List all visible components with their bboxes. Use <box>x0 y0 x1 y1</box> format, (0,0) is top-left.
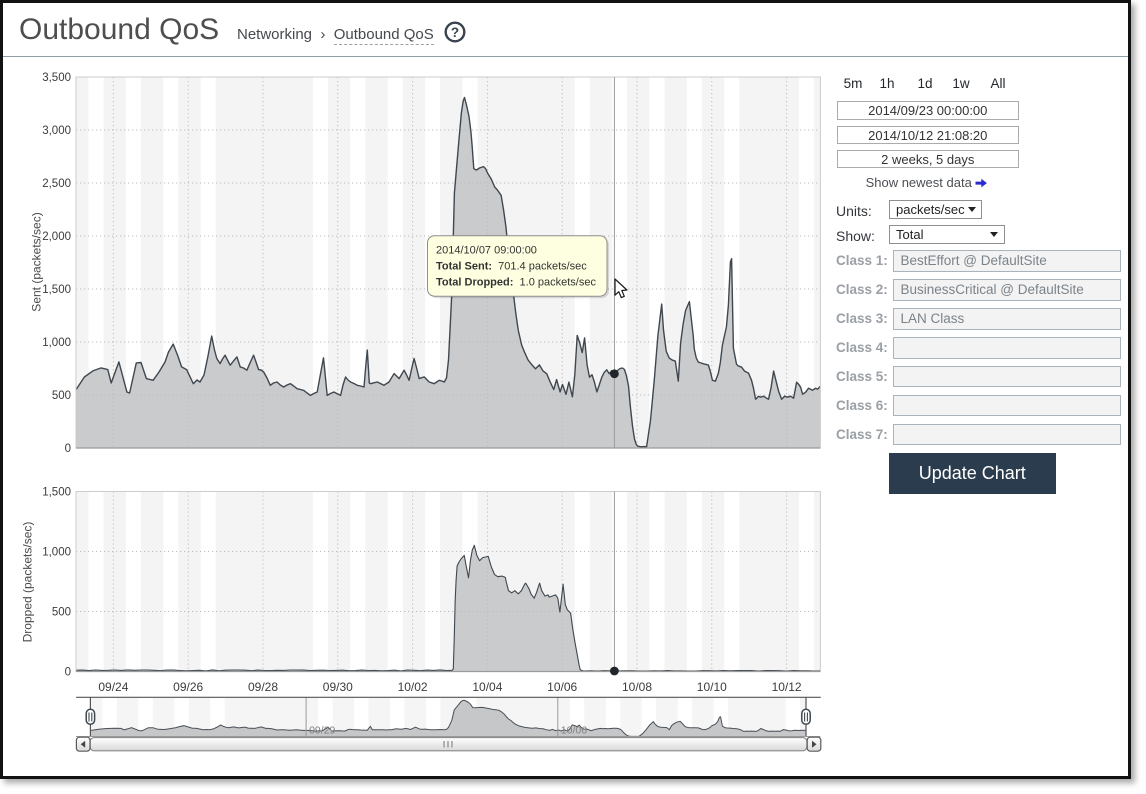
svg-text:0: 0 <box>65 443 71 455</box>
svg-text:09/30: 09/30 <box>323 680 353 694</box>
svg-text:10/06: 10/06 <box>561 725 587 737</box>
svg-text:?: ? <box>451 25 459 40</box>
svg-text:10/04: 10/04 <box>472 680 502 694</box>
svg-text:Sent (packets/sec): Sent (packets/sec) <box>30 212 44 311</box>
svg-text:3,500: 3,500 <box>42 72 71 84</box>
svg-text:Dropped (packets/sec): Dropped (packets/sec) <box>21 522 35 643</box>
svg-text:09/26: 09/26 <box>173 680 203 694</box>
svg-text:2014/10/07 09:00:00: 2014/10/07 09:00:00 <box>436 245 537 257</box>
svg-text:Total Sent: 701.4 packets/sec: Total Sent: 701.4 packets/sec <box>436 261 587 273</box>
svg-text:2,000: 2,000 <box>42 231 71 243</box>
svg-text:09/29: 09/29 <box>309 725 335 737</box>
svg-text:10/02: 10/02 <box>398 680 428 694</box>
svg-text:500: 500 <box>52 390 71 402</box>
svg-text:3,000: 3,000 <box>42 125 71 137</box>
svg-text:0: 0 <box>65 667 71 679</box>
svg-text:500: 500 <box>52 607 71 619</box>
svg-text:1,500: 1,500 <box>42 284 71 296</box>
svg-text:09/24: 09/24 <box>98 680 128 694</box>
svg-text:1,000: 1,000 <box>42 547 71 559</box>
svg-text:1,500: 1,500 <box>42 487 71 499</box>
svg-text:10/08: 10/08 <box>622 680 652 694</box>
svg-text:10/10: 10/10 <box>697 680 727 694</box>
svg-text:10/06: 10/06 <box>547 680 577 694</box>
svg-text:2,500: 2,500 <box>42 178 71 190</box>
svg-text:Total Dropped: 1.0 packets/se: Total Dropped: 1.0 packets/sec <box>436 277 596 289</box>
svg-text:1,000: 1,000 <box>42 337 71 349</box>
svg-text:10/12: 10/12 <box>772 680 802 694</box>
svg-text:09/28: 09/28 <box>248 680 278 694</box>
